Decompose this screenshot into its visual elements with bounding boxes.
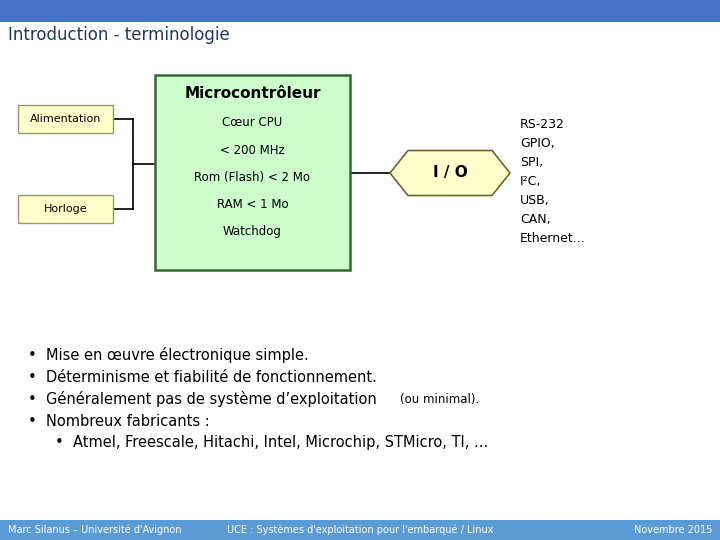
FancyBboxPatch shape bbox=[155, 75, 350, 270]
Text: I / O: I / O bbox=[433, 165, 467, 180]
Text: Cœur CPU: Cœur CPU bbox=[222, 117, 283, 130]
Text: Microcontrôleur: Microcontrôleur bbox=[184, 85, 320, 100]
Text: USB,: USB, bbox=[520, 194, 550, 207]
Text: I²C,: I²C, bbox=[520, 175, 541, 188]
Text: UCE : Systèmes d'exploitation pour l'embarqué / Linux: UCE : Systèmes d'exploitation pour l'emb… bbox=[227, 525, 493, 535]
Bar bbox=[0, 520, 720, 540]
Text: SPI,: SPI, bbox=[520, 156, 543, 169]
Text: Microcontrôleur / Microprocesseur: Microcontrôleur / Microprocesseur bbox=[240, 4, 480, 17]
Text: Alimentation: Alimentation bbox=[30, 114, 102, 124]
Text: GPIO,: GPIO, bbox=[520, 137, 554, 150]
Text: Introduction - terminologie: Introduction - terminologie bbox=[8, 26, 230, 44]
Text: < 200 MHz: < 200 MHz bbox=[220, 144, 285, 157]
Text: Horloge: Horloge bbox=[44, 204, 87, 214]
Text: •  Atmel, Freescale, Hitachi, Intel, Microchip, STMicro, TI, ...: • Atmel, Freescale, Hitachi, Intel, Micr… bbox=[55, 435, 488, 450]
Text: (ou minimal).: (ou minimal). bbox=[400, 393, 480, 406]
Text: Ethernet...: Ethernet... bbox=[520, 232, 586, 245]
Bar bbox=[0, 0, 720, 22]
Text: •  Mise en œuvre électronique simple.: • Mise en œuvre électronique simple. bbox=[28, 347, 309, 363]
Text: RS-232: RS-232 bbox=[520, 118, 565, 131]
Text: Page 4 / 82: Page 4 / 82 bbox=[628, 4, 706, 17]
FancyBboxPatch shape bbox=[18, 105, 113, 133]
Text: Watchdog: Watchdog bbox=[223, 225, 282, 238]
FancyBboxPatch shape bbox=[18, 195, 113, 223]
Text: •  Généralement pas de système d’exploitation: • Généralement pas de système d’exploita… bbox=[28, 391, 377, 407]
Text: Rom (Flash) < 2 Mo: Rom (Flash) < 2 Mo bbox=[194, 171, 310, 184]
Text: CAN,: CAN, bbox=[520, 213, 551, 226]
Text: Marc Silanus – Université d'Avignon: Marc Silanus – Université d'Avignon bbox=[8, 525, 181, 535]
Text: RAM < 1 Mo: RAM < 1 Mo bbox=[217, 198, 288, 211]
Text: •  Nombreux fabricants :: • Nombreux fabricants : bbox=[28, 414, 210, 429]
Text: Novembre 2015: Novembre 2015 bbox=[634, 525, 712, 535]
Text: •  Déterminisme et fiabilité de fonctionnement.: • Déterminisme et fiabilité de fonctionn… bbox=[28, 369, 377, 384]
Polygon shape bbox=[390, 151, 510, 195]
